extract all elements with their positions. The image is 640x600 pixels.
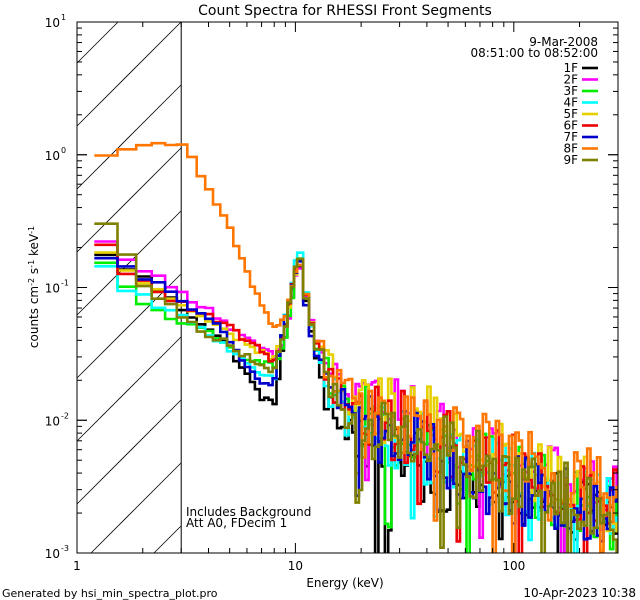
- series-8f-line: [94, 141, 618, 553]
- hatch-line: [76, 147, 182, 253]
- plot-frame: [76, 21, 619, 554]
- y-label-part: counts cm: [27, 286, 41, 348]
- hatch-line: [76, 21, 119, 64]
- hatch-line: [76, 21, 182, 127]
- y-label-exponent: -1: [27, 260, 36, 268]
- x-tick-label: 100: [502, 559, 525, 573]
- chart-title: Count Spectra for RHESSI Front Segments: [198, 3, 492, 19]
- annotation-attenuator: Att A0, FDecim 1: [186, 516, 287, 530]
- y-tick-exponent: -2: [61, 411, 69, 420]
- y-tick-exponent: 0: [61, 146, 66, 155]
- y-label-part: s: [27, 268, 41, 278]
- y-tick-label: 10: [45, 16, 60, 30]
- generated-by-label: Generated by hsi_min_spectra_plot.pro: [2, 587, 218, 600]
- y-axis-label: counts cm-2 s-1 keV-1: [27, 226, 42, 348]
- time-range-label: 08:51:00 to 08:52:00: [471, 46, 598, 60]
- y-tick-exponent: -3: [61, 544, 69, 553]
- hatch-line: [90, 462, 182, 554]
- legend-label: 9F: [563, 153, 578, 167]
- legend-label: 8F: [563, 142, 578, 156]
- date-label: 9-Mar-2008: [529, 35, 598, 49]
- y-tick-label: 10: [45, 414, 60, 428]
- y-label-exponent: -2: [27, 278, 36, 286]
- hatch-line: [76, 399, 182, 505]
- series-9f-line: [94, 222, 618, 553]
- hatch-line: [76, 210, 182, 316]
- legend-label: 4F: [563, 96, 578, 110]
- annotation-background: Includes Background: [186, 505, 311, 519]
- y-tick-label: 10: [45, 547, 60, 561]
- y-tick-exponent: 1: [61, 13, 66, 22]
- legend-label: 6F: [563, 119, 578, 133]
- legend-label: 2F: [563, 73, 578, 87]
- y-tick-label: 10: [45, 282, 60, 296]
- x-tick-label: 10: [288, 559, 303, 573]
- legend-label: 3F: [563, 84, 578, 98]
- series-layer: [94, 141, 618, 553]
- legend-label: 1F: [563, 61, 578, 75]
- y-tick-exponent: -1: [61, 279, 69, 288]
- legend-label: 7F: [563, 130, 578, 144]
- hatch-line: [76, 336, 182, 442]
- y-label-part: keV: [27, 233, 41, 260]
- render-date-label: 10-Apr-2023 10:38: [523, 586, 636, 600]
- hatch-line: [76, 84, 182, 190]
- x-axis-label: Energy (keV): [306, 576, 383, 590]
- legend-label: 5F: [563, 107, 578, 121]
- hatched-region: [76, 21, 182, 554]
- y-tick-label: 10: [45, 149, 60, 163]
- x-tick-label: 1: [73, 559, 81, 573]
- y-label-exponent: -1: [27, 226, 36, 234]
- hatch-line: [153, 525, 182, 554]
